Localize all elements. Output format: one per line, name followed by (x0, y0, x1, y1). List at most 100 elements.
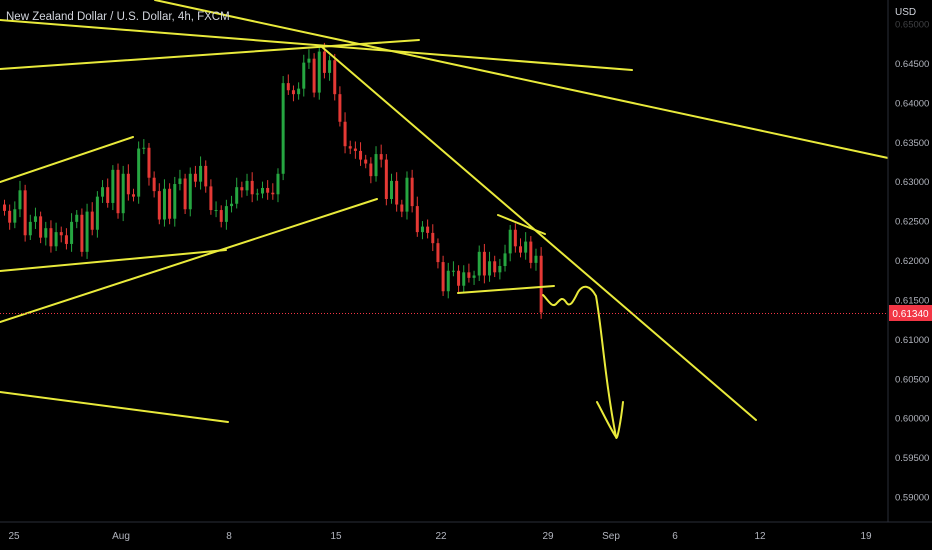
candle-body (168, 188, 172, 219)
trendline[interactable] (497, 214, 546, 235)
candle-body (183, 178, 187, 210)
candle-body (80, 214, 84, 252)
candle-body (142, 147, 146, 149)
price-tag-background (889, 305, 932, 321)
candle-body (353, 148, 357, 151)
time-tick-label: 8 (226, 531, 232, 542)
candle-body (405, 177, 409, 212)
candle-body (8, 210, 12, 223)
price-tick-label: 0.64000 (895, 98, 929, 109)
candle-body (33, 216, 37, 222)
trendline[interactable] (0, 19, 633, 71)
candle-body (462, 272, 466, 286)
price-tick-label: 0.63000 (895, 177, 929, 188)
candle-body (431, 232, 435, 244)
candle-body (322, 51, 326, 73)
time-tick-label: Aug (112, 531, 130, 542)
price-axis[interactable]: USD (887, 0, 932, 522)
price-tick-label: 0.62000 (895, 256, 929, 267)
trendline[interactable] (457, 285, 555, 294)
candle-body (95, 196, 99, 230)
candle-body (379, 154, 383, 160)
candle-body (255, 193, 259, 195)
candle-body (297, 88, 301, 95)
candle-body (54, 232, 58, 247)
candle-body (539, 255, 543, 313)
candle-body (529, 241, 533, 263)
currency-label: USD (895, 7, 916, 18)
candle-body (204, 165, 208, 187)
price-tick-label: 0.61500 (895, 295, 929, 306)
candle-body (85, 211, 89, 252)
candle-body (70, 221, 74, 244)
price-tick-label: 0.62500 (895, 217, 929, 228)
current-price-tag: 0.61340 (889, 305, 932, 321)
candle-body (420, 226, 424, 233)
candle-body (214, 210, 218, 212)
price-tick-label: 0.65000 (895, 20, 929, 31)
candle-body (359, 150, 363, 160)
candle-body (101, 187, 105, 197)
trendline[interactable] (154, 0, 889, 159)
price-tag-value: 0.61340 (892, 309, 929, 320)
candle-body (230, 203, 234, 207)
candle-body (121, 173, 125, 214)
candle-body (13, 209, 17, 223)
candle-body (59, 232, 63, 236)
candle-body (271, 192, 275, 195)
candle-body (498, 266, 502, 273)
candles-layer (3, 42, 543, 319)
candle-body (390, 180, 393, 200)
time-tick-label: 19 (860, 531, 872, 542)
trendline[interactable] (0, 198, 378, 323)
trendline[interactable] (0, 136, 134, 183)
candle-body (147, 147, 151, 178)
time-tick-label: 25 (8, 531, 20, 542)
candle-body (482, 251, 486, 276)
candle-body (116, 169, 120, 214)
trendline[interactable] (0, 249, 227, 272)
trendline[interactable] (0, 391, 229, 423)
candle-body (524, 241, 528, 253)
candle-body (472, 275, 476, 278)
candle-body (477, 251, 481, 276)
time-axis[interactable] (0, 521, 932, 550)
symbol-title: New Zealand Dollar / U.S. Dollar, 4h, FX… (6, 11, 230, 23)
candle-body (28, 221, 32, 236)
time-tick-label: 12 (754, 531, 766, 542)
candle-body (415, 206, 419, 233)
time-tick-label: 15 (330, 531, 342, 542)
candle-body (261, 187, 264, 194)
candle-body (426, 226, 430, 233)
candle-body (49, 228, 53, 247)
candle-body (39, 216, 43, 238)
time-ticks: 25 Aug 8 15 22 29 Sep 6 12 19 (8, 531, 872, 542)
candle-body (199, 165, 203, 182)
trendline[interactable] (321, 46, 757, 421)
candle-body (519, 246, 522, 253)
candle-body (193, 173, 197, 182)
candle-body (364, 159, 368, 164)
time-tick-label: 22 (435, 531, 447, 542)
candle-body (178, 178, 182, 185)
drawings-layer (0, 0, 889, 439)
candle-body (508, 229, 512, 254)
trendline[interactable] (0, 39, 420, 70)
candle-body (23, 190, 27, 236)
candle-body (333, 60, 337, 95)
candle-body (400, 204, 404, 212)
time-axis-background (0, 522, 932, 550)
candle-body (75, 214, 79, 222)
time-tick-label: Sep (602, 531, 620, 542)
candle-body (395, 180, 399, 205)
candle-body (369, 163, 373, 177)
candle-body (410, 177, 414, 207)
time-tick-label: 6 (672, 531, 678, 542)
candle-body (307, 58, 311, 63)
candle-body (493, 261, 497, 273)
candle-body (302, 62, 306, 89)
candle-body (374, 154, 378, 177)
candle-body (250, 180, 254, 195)
